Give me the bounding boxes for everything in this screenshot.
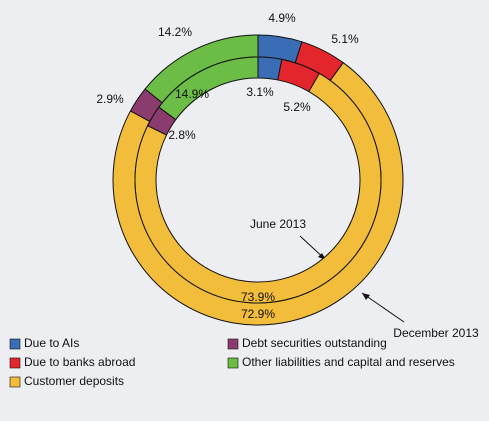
arrow-head xyxy=(362,293,370,300)
donut-segment xyxy=(134,72,382,304)
value-label: 14.9% xyxy=(175,87,209,101)
donut-segment xyxy=(158,56,259,121)
legend-swatch xyxy=(9,357,21,369)
value-label: 5.1% xyxy=(331,32,359,46)
legend-swatch xyxy=(227,357,239,369)
value-label: 72.9% xyxy=(241,307,275,321)
series-annotation: June 2013 xyxy=(250,217,306,231)
value-label: 5.2% xyxy=(283,100,311,114)
value-label: 3.1% xyxy=(246,85,274,99)
value-label: 4.9% xyxy=(268,11,296,25)
legend-swatch xyxy=(9,338,21,350)
value-label: 73.9% xyxy=(241,290,275,304)
series-annotation: December 2013 xyxy=(393,326,479,340)
legend-label: Due to AIs xyxy=(24,336,79,350)
legend-label: Other liabilities and capital and reserv… xyxy=(242,355,455,369)
arrow xyxy=(361,292,405,323)
value-label: 2.8% xyxy=(168,128,196,142)
legend-label: Customer deposits xyxy=(24,374,124,388)
legend-label: Due to banks abroad xyxy=(24,355,135,369)
value-label: 2.9% xyxy=(96,92,124,106)
value-label: 14.2% xyxy=(158,25,192,39)
legend-label: Debt securities outstanding xyxy=(242,336,387,350)
legend-swatch xyxy=(227,338,239,350)
legend-swatch xyxy=(9,376,21,388)
